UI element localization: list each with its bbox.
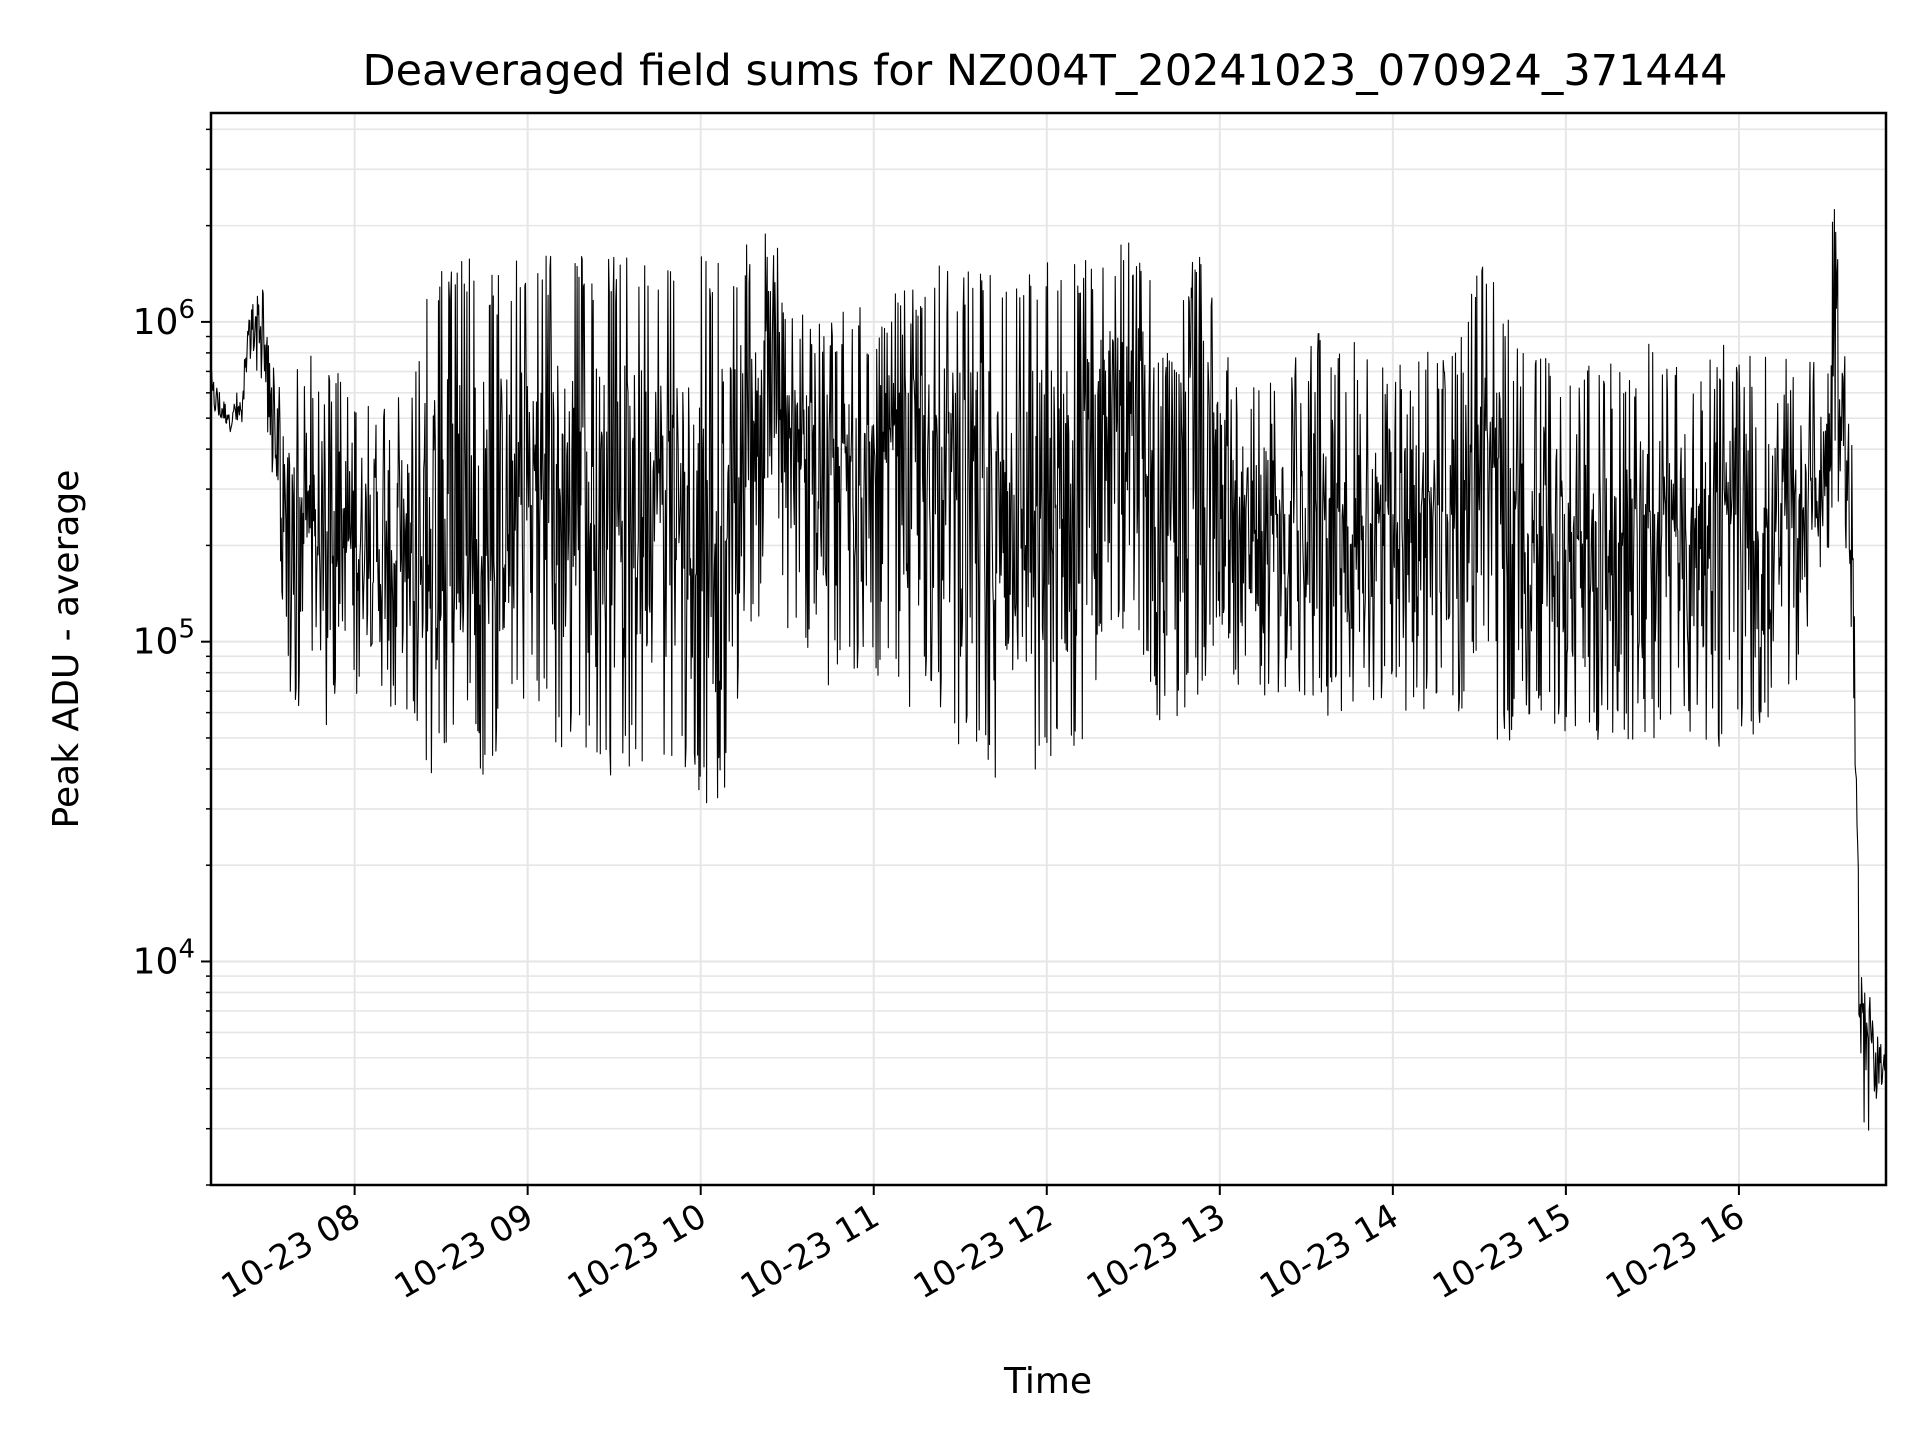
chart-title: Deaveraged field sums for NZ004T_2024102… — [362, 46, 1727, 96]
grid — [211, 113, 1886, 1186]
data-series — [210, 208, 1887, 1131]
y-axis-label: Peak ADU - average — [46, 470, 87, 829]
series-line — [210, 208, 1887, 1131]
x-tick-label: 10-23 14 — [1253, 1196, 1405, 1307]
x-axis-label: Time — [1003, 1361, 1092, 1402]
x-axis-ticks: 10-23 08 10-23 09 10-23 10 10-23 11 10-23 12… — [215, 1185, 1751, 1307]
x-tick-label: 10-23 10 — [561, 1196, 713, 1307]
x-tick-label: 10-23 12 — [907, 1196, 1059, 1307]
x-tick-label: 10-23 16 — [1599, 1196, 1751, 1307]
y-axis-ticks: 104 105 106 — [133, 128, 211, 1186]
x-tick-label: 10-23 11 — [734, 1196, 886, 1307]
y-tick-label: 104 — [133, 934, 195, 982]
x-tick-label: 10-23 08 — [215, 1196, 367, 1307]
y-tick-label: 106 — [133, 295, 195, 343]
x-tick-label: 10-23 09 — [388, 1196, 540, 1307]
plot-frame — [209, 111, 1888, 1187]
y-tick-label: 105 — [133, 615, 195, 663]
x-tick-label: 10-23 15 — [1426, 1196, 1578, 1307]
x-tick-label: 10-23 13 — [1080, 1196, 1232, 1307]
